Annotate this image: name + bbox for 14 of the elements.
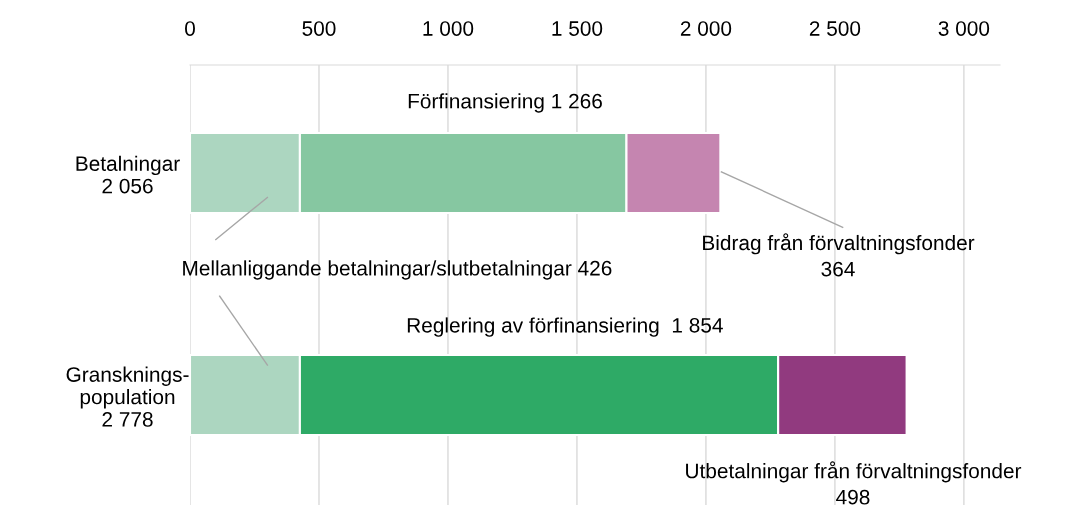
annotation: Förfinansiering 1 266 [408, 93, 602, 113]
y-tick-label: Betalningar 2 056 [76, 155, 180, 194]
y-tick-label: Gransknings- population 2 778 [66, 366, 189, 427]
x-tick-label: 0 [185, 21, 195, 36]
x-tick-label: 3 000 [938, 21, 990, 36]
annotation: Mellanliggande betalningar/slutbetalningar 426 [183, 260, 612, 280]
x-tick-label: 500 [302, 21, 336, 36]
annotation: Utbetalningar från förvaltningsfonder 498 [686, 461, 1022, 505]
annotation: Bidrag från förvaltningsfonder 364 [703, 233, 975, 277]
annotation: Reglering av förfinansiering 1 854 [407, 317, 723, 337]
x-tick-label: 2 000 [680, 21, 732, 36]
x-tick-label: 1 500 [552, 21, 603, 36]
x-tick-label: 1 000 [423, 21, 474, 36]
x-tick-label: 2 500 [809, 21, 861, 36]
